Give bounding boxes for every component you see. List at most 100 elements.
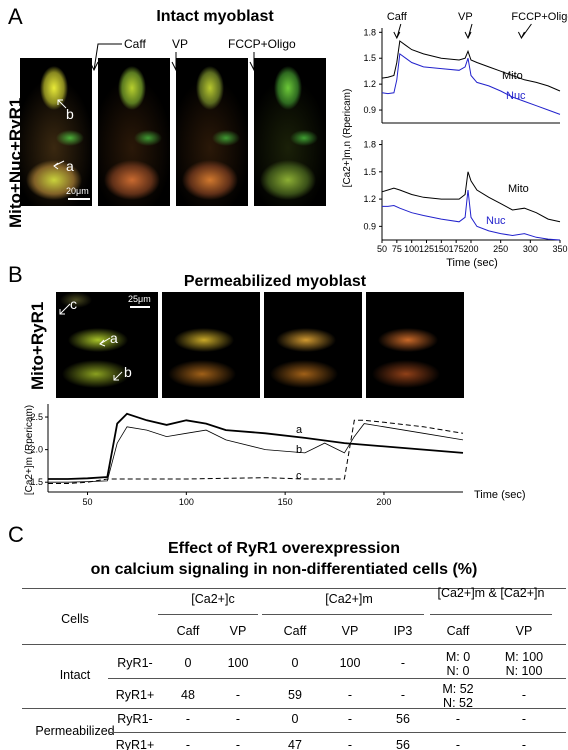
caff-label: Caff [124,37,146,51]
cell-label-b: b [66,106,74,122]
annotation-fccp-oligo: FCCP+Oligo [511,11,568,23]
xtick-label: 100 [179,497,194,507]
ytick-label: 0.9 [363,221,376,231]
table-rule [158,614,258,615]
table-cell: 0 [184,656,192,670]
annotation-arrow [464,23,473,40]
image-b1-arrows [59,303,123,381]
xtick-label: 200 [376,497,391,507]
panel-letter-b: B [8,262,23,287]
table-cell: - [235,738,241,750]
table-cell: - [521,738,527,750]
xtick-label: 200 [463,244,478,254]
y-axis-title: [Ca2+]m (Rpericam) [24,405,35,495]
ytick-label: 0.9 [363,105,376,115]
panel-letter-c: C [8,522,24,547]
x-axis-title: Time (sec) [446,257,498,269]
series-nuc-line [382,189,561,241]
table-cell: 0 [291,712,299,726]
series-label-mito: Mito [502,70,523,82]
image-b4 [366,292,464,398]
x-axis-title: Time (sec) [474,489,526,501]
table-rule [108,732,566,733]
table-cell: - [347,688,353,702]
xtick-label: 150 [434,244,449,254]
xtick-label: 250 [493,244,508,254]
results-table: Cells [Ca2+]c [Ca2+]m [Ca2+]m & [Ca2+]n Caff… [0,580,568,750]
panel-a-charts: 0.9 1.2 1.5 1.8 Mito Nuc 0.9 1.2 1.5 1.8 Mito Nuc Ca… [342,11,568,269]
series-c-line [48,419,464,484]
row-type: RyR1+ [115,738,155,750]
panel-b-side-label: Mito+RyR1 [28,301,47,390]
panel-b-title: Permeabilized myoblast [183,273,367,290]
table-cell: - [235,688,241,702]
ytick-label: 1.5 [30,477,43,487]
annotation-vp: VP [458,11,473,23]
table-cell: - [521,688,527,702]
scale-bar-label-a: 20μm [66,186,89,196]
row-type: RyR1- [117,656,153,670]
ytick-label: 1.2 [363,79,376,89]
header-sub-3: VP [341,624,359,638]
xtick-label: 175 [449,244,464,254]
ytick-label: 1.8 [363,140,376,150]
xtick-label: 100 [404,244,419,254]
xtick-label: 50 [83,497,93,507]
panel-c-title-line2: on calcium signaling in non-differentiat… [90,561,478,578]
scale-bar-label-b: 25μm [128,294,151,304]
image-a4 [254,58,326,206]
table-cell: - [400,656,406,670]
ytick-label: 1.2 [363,194,376,204]
table-cell: 56 [396,738,410,750]
series-label-a: a [296,424,303,436]
table-cell: 56 [396,712,410,726]
panel-letter-a: A [8,4,23,29]
series-nuc-line [381,52,561,115]
xtick-label: 300 [523,244,538,254]
header-sub-6: VP [515,624,533,638]
row-group-permeabilized: Permeabilized [35,724,115,738]
ytick-label: 2.0 [30,445,43,455]
xtick-label: 150 [278,497,293,507]
table-cell: 59 [288,688,302,702]
row-group-intact: Intact [59,668,91,682]
row-type: RyR1- [117,712,153,726]
header-ca-m: [Ca2+]m [325,592,373,606]
table-cell: - [347,738,353,750]
table-cell: - [400,688,406,702]
panel-c-title-line1: Effect of RyR1 overexpression [167,540,401,557]
annotation-caff: Caff [387,11,408,23]
header-sub-5: Caff [446,624,470,638]
table-cell: - [347,712,353,726]
header-sub-4: IP3 [393,624,413,638]
table-cell: M: 52 N: 52 [442,682,474,710]
y-axis-title: [Ca2+]m,n (Rpericam) [342,89,353,188]
table-rule [430,614,552,615]
table-cell: 100 [227,656,249,670]
header-cells: Cells [61,612,89,626]
table-cell: - [521,712,527,726]
table-rule [22,644,566,645]
scale-bar-a [68,198,90,200]
table-cell: 48 [181,688,195,702]
table-rule [262,614,424,615]
image-a2 [98,58,170,206]
image-b1: c a b 25μm [56,292,158,398]
table-cell: M: 0 N: 0 [445,650,471,678]
annotation-arrow [393,23,402,40]
header-sub-2: Caff [283,624,307,638]
table-cell: 100 [339,656,361,670]
series-b-line [48,423,464,483]
image-a1-arrows [53,99,67,170]
image-b3 [264,292,362,398]
ytick-label: 1.5 [363,167,376,177]
ytick-label: 1.8 [363,27,376,37]
table-cell: - [235,712,241,726]
image-b2 [162,292,260,398]
series-label-mito: Mito [508,183,529,195]
image-a3 [176,58,248,206]
panel-b-chart: 1.5 2.0 2.5 50 100 150 200 ab c Time (sec) [Ca2+]m… [24,404,526,507]
xtick-label: 75 [392,244,402,254]
table-cell: - [185,712,191,726]
table-cell: 0 [291,656,299,670]
